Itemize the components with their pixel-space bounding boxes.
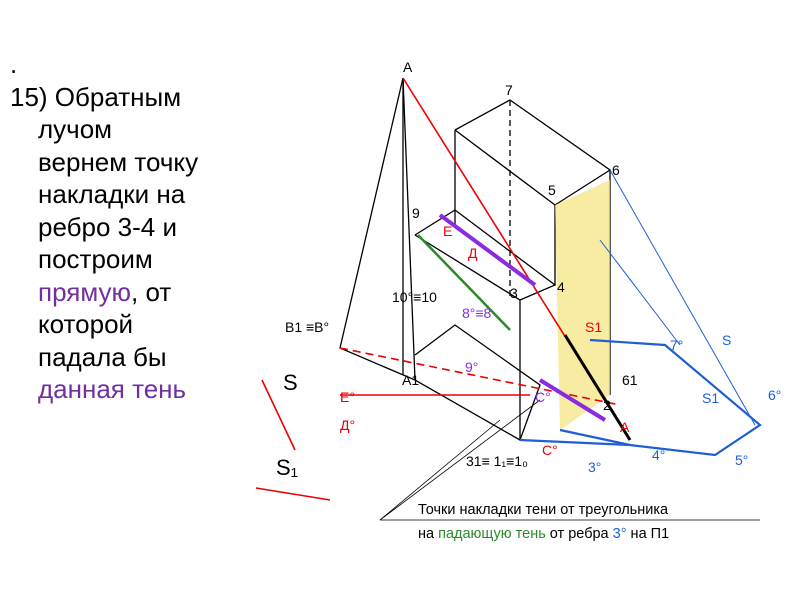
label: 31≡ 1₁≡1₀ <box>466 453 528 469</box>
text-line: прямую, от <box>10 276 198 309</box>
text: вернем точку <box>38 146 199 177</box>
label: 6 <box>612 162 620 178</box>
text: от ребра <box>545 526 613 542</box>
label: E° <box>340 389 355 405</box>
label: 3° <box>588 459 601 475</box>
text: на <box>418 526 439 542</box>
text-line: падала бы <box>10 341 198 374</box>
label: S <box>722 332 731 348</box>
label: 7° <box>670 337 683 353</box>
label: 61 <box>622 372 638 388</box>
text: падала бы <box>38 341 167 372</box>
text: 15) Обратным <box>10 81 182 112</box>
label: A <box>403 59 413 75</box>
text-line: построим <box>10 243 198 276</box>
label: S <box>283 370 298 395</box>
label: E <box>443 223 452 239</box>
text: построим <box>38 244 153 274</box>
label: A1 <box>402 372 419 388</box>
label: B1 ≡B° <box>285 319 329 335</box>
slide-text: . 15) Обратным лучом вернем точку наклад… <box>10 48 198 406</box>
text: , от <box>131 276 172 307</box>
shade-face <box>555 180 610 430</box>
label: S1 <box>585 319 602 335</box>
label: A <box>620 419 630 435</box>
label: C° <box>535 389 551 405</box>
label: S1 <box>702 390 719 406</box>
shadow-outline <box>519 169 762 457</box>
text-line: лучом <box>10 113 198 146</box>
text: накладки на <box>38 179 186 209</box>
label: Д° <box>340 417 355 433</box>
label: S₁ <box>276 455 298 480</box>
label: 3 <box>510 285 518 301</box>
label: 9° <box>465 359 478 375</box>
label: 5 <box>548 182 556 198</box>
caption: Точки накладки тени от треугольника на п… <box>418 498 669 546</box>
label: 5° <box>735 452 748 468</box>
text: ребро 3-4 и <box>38 211 177 242</box>
text: на П1 <box>626 526 670 542</box>
caption-line: Точки накладки тени от треугольника <box>418 502 669 518</box>
marked-lines <box>417 213 632 441</box>
label: 7 <box>505 82 513 98</box>
label: 4° <box>652 447 665 463</box>
label: 2 <box>603 397 611 413</box>
label: 9 <box>412 205 420 221</box>
highlight: падающую тень <box>438 526 546 542</box>
text: лучом <box>38 114 113 144</box>
label: 10°≡10 <box>392 289 437 305</box>
text-line: данная тень <box>10 373 198 406</box>
text-line: ребро 3-4 и <box>10 211 198 244</box>
highlight: 3° <box>612 526 627 542</box>
labels: A 7 6 5 9 E Д 10°≡10 3 4 8°≡8 S1 B1 ≡B° … <box>276 59 781 480</box>
highlight: прямую <box>38 276 131 307</box>
text: которой <box>38 309 134 339</box>
label: 8°≡8 <box>462 305 492 321</box>
text-line: вернем точку <box>10 146 198 179</box>
text-line: 15) Обратным <box>10 81 198 114</box>
text-line: накладки на <box>10 178 198 211</box>
label: 4 <box>557 279 565 295</box>
text-line: которой <box>10 308 198 341</box>
label: 6° <box>768 387 781 403</box>
label: C° <box>542 442 558 458</box>
caption-line: на падающую тень от ребра 3° на П1 <box>418 522 669 546</box>
bullet: . <box>10 49 18 79</box>
caption-pointers <box>379 399 760 521</box>
label: Д <box>468 245 478 261</box>
highlight: данная тень <box>38 374 187 404</box>
